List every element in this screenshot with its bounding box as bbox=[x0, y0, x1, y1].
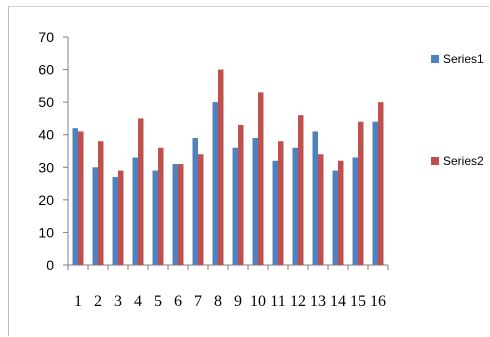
bar-series2 bbox=[318, 154, 324, 265]
bar-series2 bbox=[278, 141, 284, 265]
x-tick-label: 6 bbox=[174, 293, 182, 310]
y-tick-label: 0 bbox=[46, 257, 54, 273]
bar-series1 bbox=[152, 170, 158, 265]
legend-label: Series1 bbox=[443, 52, 484, 66]
bar-series1 bbox=[292, 147, 298, 265]
bar-series2 bbox=[298, 115, 304, 266]
bar-series1 bbox=[332, 170, 338, 265]
x-tick-label: 16 bbox=[370, 293, 386, 310]
bar-series2 bbox=[118, 170, 124, 265]
x-tick-label: 9 bbox=[234, 293, 242, 310]
bar-series1 bbox=[232, 147, 238, 265]
legend-label: Series2 bbox=[443, 154, 484, 168]
x-tick-label: 14 bbox=[330, 293, 346, 310]
x-tick-label: 7 bbox=[194, 293, 202, 310]
y-tick-label: 10 bbox=[38, 224, 54, 240]
x-tick-label: 4 bbox=[134, 293, 142, 310]
bar-series1 bbox=[212, 102, 218, 266]
bar-series1 bbox=[352, 157, 358, 265]
y-tick-label: 40 bbox=[38, 127, 54, 143]
bar-series1 bbox=[72, 128, 78, 265]
bar-series1 bbox=[312, 131, 318, 265]
bar-series2 bbox=[238, 124, 244, 265]
bar-series2 bbox=[258, 92, 264, 265]
bar-series2 bbox=[378, 102, 384, 266]
bar-series2 bbox=[198, 154, 204, 265]
bar-series2 bbox=[338, 160, 344, 265]
y-tick-label: 30 bbox=[38, 159, 54, 175]
x-tick-label: 1 bbox=[74, 293, 82, 310]
legend-swatch bbox=[431, 157, 439, 165]
bar-series1 bbox=[252, 137, 258, 265]
y-tick-label: 20 bbox=[38, 192, 54, 208]
legend-swatch bbox=[431, 55, 439, 63]
bar-series1 bbox=[192, 137, 198, 265]
x-tick-label: 11 bbox=[270, 293, 285, 310]
bar-series2 bbox=[218, 69, 224, 265]
bar-series2 bbox=[358, 121, 364, 265]
x-tick-label: 8 bbox=[214, 293, 222, 310]
x-tick-label: 2 bbox=[94, 293, 102, 310]
x-tick-label: 10 bbox=[250, 293, 266, 310]
bar-series2 bbox=[158, 147, 164, 265]
y-tick-label: 50 bbox=[38, 94, 54, 110]
bar-series2 bbox=[98, 141, 104, 265]
x-tick-label: 15 bbox=[350, 293, 366, 310]
chart-frame bbox=[8, 6, 489, 336]
bar-series1 bbox=[172, 164, 178, 265]
x-tick-label: 12 bbox=[290, 293, 306, 310]
bar-series1 bbox=[92, 167, 98, 265]
x-tick-label: 5 bbox=[154, 293, 162, 310]
bar-series2 bbox=[78, 131, 84, 265]
x-tick-label: 13 bbox=[310, 293, 326, 310]
bar-series2 bbox=[178, 164, 184, 265]
y-tick-label: 70 bbox=[38, 29, 54, 45]
bar-series2 bbox=[138, 118, 144, 265]
bar-series1 bbox=[372, 121, 378, 265]
y-tick-label: 60 bbox=[38, 62, 54, 78]
bar-series1 bbox=[272, 160, 278, 265]
x-tick-label: 3 bbox=[114, 293, 122, 310]
bar-series1 bbox=[132, 157, 138, 265]
bar-series1 bbox=[112, 177, 118, 265]
